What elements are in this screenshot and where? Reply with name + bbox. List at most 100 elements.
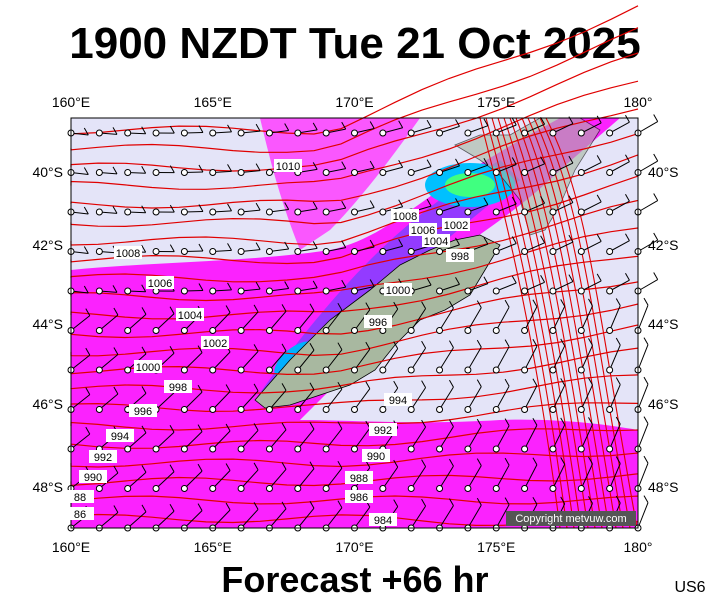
barb-shaft <box>524 306 538 331</box>
barb-flag <box>560 299 566 307</box>
isobar <box>70 473 639 487</box>
barb-flag <box>426 159 432 167</box>
station-dot <box>606 248 614 255</box>
isobars <box>70 5 639 529</box>
barb-flag <box>112 166 118 175</box>
barb-flag <box>393 341 399 349</box>
isobar-label-box: 1002 <box>442 218 470 232</box>
barb-shaft <box>212 509 231 529</box>
barb-flag <box>398 120 404 129</box>
isobar-label-box: 1004 <box>422 234 450 248</box>
barb-flag <box>284 241 290 250</box>
station-dot <box>464 129 472 137</box>
barb-shaft <box>496 203 517 213</box>
isobar-label-box: 992 <box>89 450 117 464</box>
lon-label: 170°E <box>335 539 373 555</box>
barb-flag <box>449 340 454 348</box>
barb-flag <box>615 298 621 306</box>
barb-shaft <box>637 383 649 410</box>
barb-flag <box>449 498 454 506</box>
barb-flag <box>625 154 630 162</box>
barb-flag <box>596 194 602 203</box>
barb-flag <box>225 305 231 313</box>
barb-flag <box>197 345 203 353</box>
barb-shaft <box>467 204 489 213</box>
barb-shaft <box>269 429 287 450</box>
isobar-label-box: 1000 <box>134 360 162 374</box>
station-dot <box>436 366 444 374</box>
isobar-label-box: 998 <box>164 380 192 394</box>
station-dot <box>322 169 330 176</box>
station-dot <box>351 287 358 295</box>
station-dot <box>294 366 302 374</box>
isobar-label-box: 984 <box>369 513 397 527</box>
barb-shaft <box>439 386 454 410</box>
barb-flag <box>112 206 118 214</box>
barb-flag <box>625 272 630 281</box>
station-dot <box>322 445 330 453</box>
barb-flag <box>393 301 399 310</box>
station-dot <box>152 445 160 453</box>
barb-flag <box>596 115 602 124</box>
barb-flag <box>455 198 460 206</box>
isobar-labels: 1010100810061004100210081006100410021000… <box>66 159 474 527</box>
station-dot <box>464 327 472 334</box>
station-dot <box>180 406 188 413</box>
station-dot <box>124 445 132 453</box>
label-bg <box>422 234 450 247</box>
barb-flag <box>227 203 232 212</box>
barb-shaft <box>184 470 203 489</box>
isobar <box>70 281 639 339</box>
lon-label: 180° <box>624 94 653 110</box>
barb-shaft <box>439 465 454 489</box>
barb-flag <box>568 155 574 164</box>
barb-shaft <box>297 389 315 410</box>
lon-label: 165°E <box>194 539 232 555</box>
barb-flag <box>511 275 517 284</box>
barb-flag <box>476 497 482 506</box>
station-dot <box>124 485 132 492</box>
station-dot <box>322 248 330 255</box>
barb-shaft <box>354 309 371 331</box>
barb-flag <box>455 277 460 285</box>
label-bg <box>391 209 419 222</box>
label-bg <box>114 246 142 259</box>
chart-code: US6 <box>674 579 705 596</box>
barb-flag <box>476 339 482 348</box>
barb-shaft <box>524 163 545 173</box>
barb-flag <box>169 464 175 472</box>
barb-flag <box>504 378 510 387</box>
isobar <box>70 80 639 190</box>
barb-flag <box>198 283 204 291</box>
barb-flag <box>85 426 91 435</box>
station-dot <box>322 287 330 295</box>
barb-flag <box>596 155 602 163</box>
barb-flag <box>112 285 118 293</box>
isobar-label-box: 996 <box>364 315 392 329</box>
label-bg <box>369 513 397 526</box>
barb-shaft <box>240 311 259 331</box>
barb-shaft <box>382 466 399 489</box>
barb-shaft <box>524 281 545 292</box>
barb-flag <box>284 123 290 131</box>
station-dot <box>180 485 188 492</box>
station-dot <box>492 129 500 137</box>
barb-flag <box>225 502 231 511</box>
isobar <box>509 117 596 529</box>
barb-shaft <box>496 124 517 134</box>
station-dot <box>577 445 585 453</box>
barb-flag <box>197 384 203 393</box>
barb-flag <box>532 299 538 307</box>
lon-label: 170°E <box>335 94 373 110</box>
station-dot <box>577 248 585 255</box>
barb-flag <box>560 378 566 386</box>
lat-label: 42°S <box>32 237 63 253</box>
station-dot <box>124 169 132 176</box>
barb-flag <box>337 421 343 429</box>
forecast-label: Forecast +66 hr <box>221 559 488 600</box>
barb-flag <box>369 200 375 208</box>
isobar-label-box: 992 <box>369 423 397 437</box>
label-bg <box>384 393 412 406</box>
isobar-label-box: 986 <box>345 490 373 504</box>
